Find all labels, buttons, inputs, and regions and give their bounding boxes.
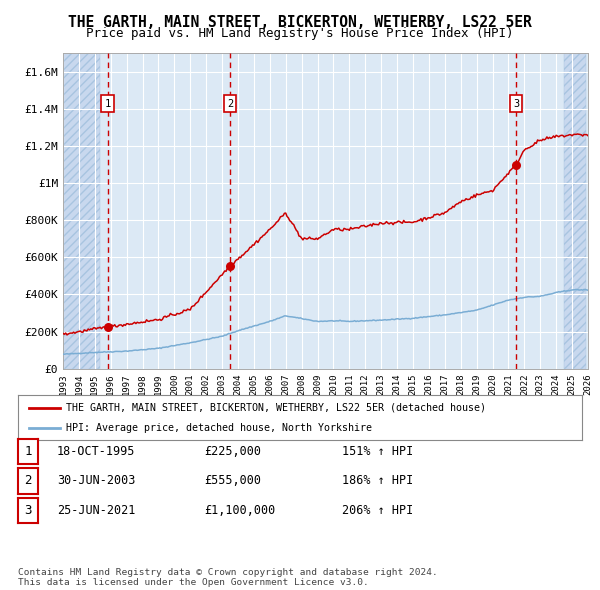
Text: 2: 2 xyxy=(227,99,233,109)
Text: 18-OCT-1995: 18-OCT-1995 xyxy=(57,445,136,458)
Text: 3: 3 xyxy=(24,504,32,517)
Text: THE GARTH, MAIN STREET, BICKERTON, WETHERBY, LS22 5ER: THE GARTH, MAIN STREET, BICKERTON, WETHE… xyxy=(68,15,532,30)
Text: 186% ↑ HPI: 186% ↑ HPI xyxy=(342,474,413,487)
Bar xyxy=(564,53,586,369)
Text: £1,100,000: £1,100,000 xyxy=(204,504,275,517)
Text: 25-JUN-2021: 25-JUN-2021 xyxy=(57,504,136,517)
Text: 30-JUN-2003: 30-JUN-2003 xyxy=(57,474,136,487)
Text: THE GARTH, MAIN STREET, BICKERTON, WETHERBY, LS22 5ER (detached house): THE GARTH, MAIN STREET, BICKERTON, WETHE… xyxy=(66,403,486,412)
Text: 206% ↑ HPI: 206% ↑ HPI xyxy=(342,504,413,517)
Text: 1: 1 xyxy=(24,445,32,458)
Text: 151% ↑ HPI: 151% ↑ HPI xyxy=(342,445,413,458)
Text: 3: 3 xyxy=(513,99,519,109)
Text: 1: 1 xyxy=(104,99,110,109)
Bar xyxy=(63,53,100,369)
Text: Price paid vs. HM Land Registry's House Price Index (HPI): Price paid vs. HM Land Registry's House … xyxy=(86,27,514,40)
Text: HPI: Average price, detached house, North Yorkshire: HPI: Average price, detached house, Nort… xyxy=(66,424,372,434)
Text: Contains HM Land Registry data © Crown copyright and database right 2024.
This d: Contains HM Land Registry data © Crown c… xyxy=(18,568,438,587)
Text: £555,000: £555,000 xyxy=(204,474,261,487)
Text: £225,000: £225,000 xyxy=(204,445,261,458)
Text: 2: 2 xyxy=(24,474,32,487)
